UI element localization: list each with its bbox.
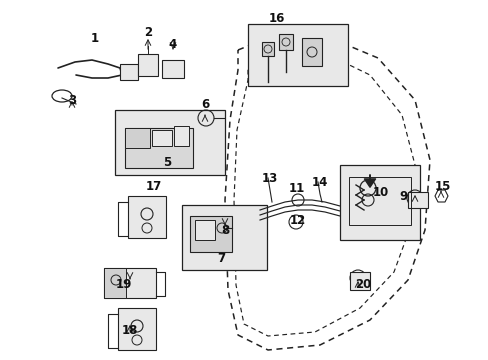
Bar [118, 308, 156, 350]
Text: 15: 15 [434, 180, 450, 193]
Text: 2: 2 [143, 26, 152, 39]
Text: 10: 10 [372, 185, 388, 198]
Bar [138, 54, 158, 76]
Text: 17: 17 [145, 180, 162, 193]
Text: 1: 1 [91, 31, 99, 45]
Text: 14: 14 [311, 175, 327, 189]
Bar [195, 220, 215, 240]
FancyArrowPatch shape [364, 175, 375, 187]
Bar [262, 42, 273, 56]
Text: 4: 4 [168, 39, 177, 51]
Bar [162, 60, 183, 78]
Text: 19: 19 [116, 279, 132, 292]
Bar [152, 130, 172, 146]
Text: 12: 12 [289, 213, 305, 226]
Text: 3: 3 [68, 94, 76, 107]
Bar [104, 268, 156, 298]
Bar [125, 128, 150, 148]
Text: 6: 6 [201, 99, 209, 112]
Text: 9: 9 [398, 189, 407, 202]
Bar [182, 205, 266, 270]
Text: 18: 18 [122, 324, 138, 337]
Bar [407, 192, 427, 208]
Bar [115, 110, 224, 175]
Text: 16: 16 [268, 12, 285, 24]
Bar [247, 24, 347, 86]
Text: 20: 20 [354, 279, 370, 292]
Text: 8: 8 [221, 224, 229, 237]
Bar [128, 196, 165, 238]
Bar [279, 34, 292, 50]
Text: 13: 13 [262, 171, 278, 184]
Bar [120, 64, 138, 80]
Text: 11: 11 [288, 181, 305, 194]
Bar [125, 128, 193, 168]
Text: 7: 7 [217, 252, 224, 265]
Bar [349, 272, 369, 290]
Text: 5: 5 [163, 156, 171, 168]
Bar [339, 165, 419, 240]
Bar [190, 216, 231, 252]
Bar [348, 177, 410, 225]
Bar [174, 126, 189, 146]
Bar [104, 268, 126, 298]
Bar [302, 38, 321, 66]
